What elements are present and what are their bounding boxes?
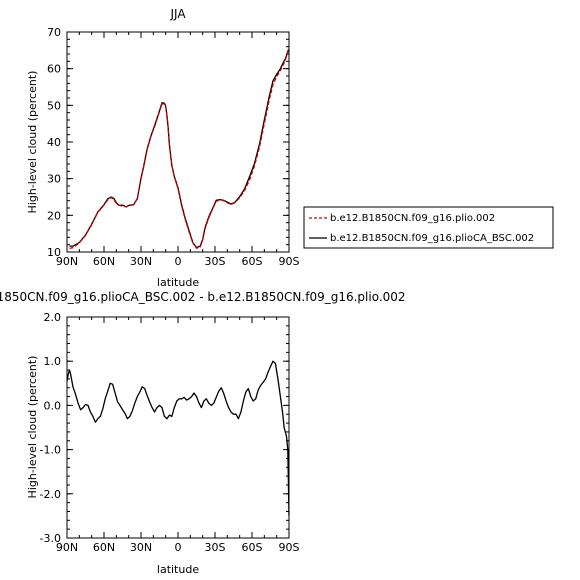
x-tick-label: 60S	[242, 255, 263, 268]
legend-box	[303, 206, 554, 249]
y-tick-label: -1.0	[40, 444, 61, 457]
series-line-1	[66, 360, 290, 516]
x-tick-label: 60N	[93, 255, 115, 268]
top-plot-area: 90N 60N 30N 0 30S 60S 90S 10 20 30 40 50 60 70	[47, 26, 300, 268]
x-tick-label: 30S	[205, 541, 226, 554]
y-tick-label: 10	[47, 246, 61, 259]
top-chart: JJA 90N 60N 30N 0 30S 60S 90S 10 20 30 40 50 60 70 Hi…	[26, 7, 300, 289]
y-tick-label: -3.0	[40, 532, 61, 545]
y-tick-label: 50	[47, 99, 61, 112]
top-chart-xlabel: latitude	[157, 276, 199, 289]
bottom-chart-title: b.e12.B1850CN.f09_g16.plioCA_BSC.002 - b…	[0, 290, 406, 304]
x-tick-label: 60N	[93, 541, 115, 554]
legend-label-series-2: b.e12.B1850CN.f09_g16.plioCA_BSC.002	[330, 233, 534, 244]
x-tick-label: 60S	[242, 541, 263, 554]
y-tick-label: 70	[47, 26, 61, 39]
y-tick-label: 40	[47, 136, 61, 149]
x-tick-label: 90S	[279, 541, 300, 554]
legend-label-series-1: b.e12.B1850CN.f09_g16.plio.002	[330, 213, 495, 224]
x-tick-label: 30S	[205, 255, 226, 268]
y-tick-label: -2.0	[40, 488, 61, 501]
bottom-chart-ylabel: High-level cloud (percent)	[26, 356, 39, 499]
y-tick-label: 20	[47, 209, 61, 222]
y-tick-label: 30	[47, 173, 61, 186]
x-tick-label: 0	[175, 541, 182, 554]
top-chart-ylabel: High-level cloud (percent)	[26, 71, 39, 214]
y-tick-label: 0.0	[44, 399, 62, 412]
series-line-1	[69, 48, 290, 249]
bottom-chart-xlabel: latitude	[157, 563, 199, 576]
y-tick-label: 2.0	[44, 311, 62, 324]
series-line-2	[69, 49, 290, 249]
y-tick-label: 60	[47, 63, 61, 76]
bottom-chart: b.e12.B1850CN.f09_g16.plioCA_BSC.002 - b…	[0, 290, 406, 576]
x-tick-label: 30N	[130, 255, 152, 268]
y-tick-label: 1.0	[44, 355, 62, 368]
top-chart-title: JJA	[169, 7, 186, 21]
top-legend: b.e12.B1850CN.f09_g16.plio.002 b.e12.B18…	[303, 206, 554, 249]
plot-frame	[66, 316, 290, 539]
x-tick-label: 90S	[279, 255, 300, 268]
x-tick-label: 90N	[56, 541, 78, 554]
x-tick-label: 30N	[130, 541, 152, 554]
x-tick-label: 0	[175, 255, 182, 268]
plot-frame	[66, 31, 290, 253]
x-tick-label: 90N	[56, 255, 78, 268]
bottom-plot-area: 90N 60N 30N 0 30S 60S 90S -3.0 -2.0 -1.0 0.0 1.0 2.0	[40, 311, 300, 554]
